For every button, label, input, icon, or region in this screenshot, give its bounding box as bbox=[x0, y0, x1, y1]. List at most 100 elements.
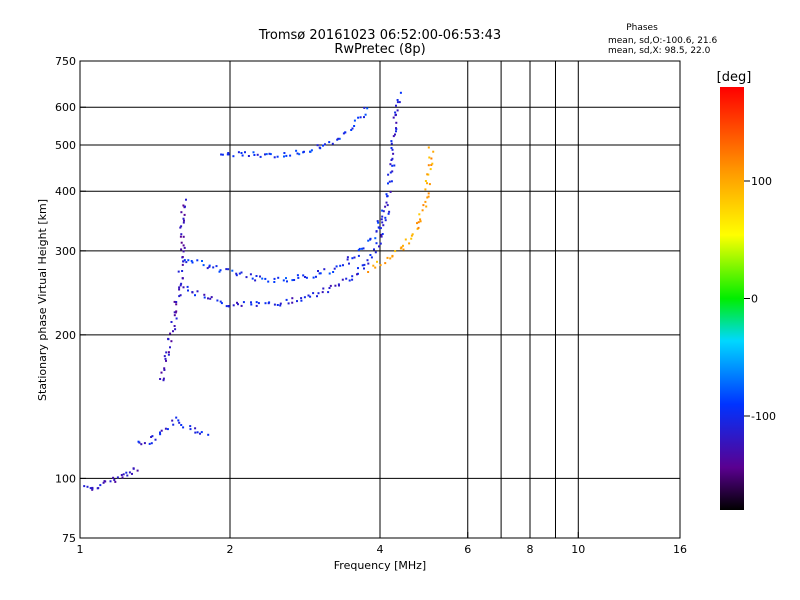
data-point bbox=[183, 246, 186, 249]
data-point bbox=[220, 153, 223, 156]
data-point bbox=[316, 295, 318, 298]
data-point bbox=[390, 180, 393, 183]
data-point bbox=[356, 273, 358, 276]
data-point bbox=[179, 235, 182, 238]
data-point bbox=[91, 486, 94, 489]
data-point bbox=[378, 227, 381, 230]
data-point bbox=[418, 213, 421, 216]
data-point bbox=[264, 277, 267, 280]
data-point bbox=[252, 151, 255, 154]
data-point bbox=[219, 300, 222, 303]
data-point bbox=[400, 246, 403, 249]
data-point bbox=[300, 299, 303, 302]
data-point bbox=[120, 474, 123, 476]
colorbar-tick-label: 100 bbox=[751, 175, 772, 188]
data-point bbox=[116, 476, 119, 479]
data-point bbox=[392, 152, 395, 155]
data-point bbox=[369, 237, 372, 240]
data-point bbox=[310, 149, 313, 152]
data-point bbox=[174, 328, 177, 331]
data-point bbox=[114, 480, 117, 483]
data-point bbox=[319, 272, 322, 275]
data-point bbox=[227, 305, 230, 308]
data-point bbox=[240, 304, 243, 307]
data-point bbox=[427, 173, 430, 176]
data-point bbox=[185, 261, 188, 264]
y-axis: 75 100 200 300 400 500 600 750 bbox=[55, 55, 86, 545]
data-point bbox=[427, 164, 430, 167]
legend-line-x: mean, sd,X: 98.5, 22.0 bbox=[608, 46, 711, 56]
data-point bbox=[357, 116, 360, 119]
data-point bbox=[207, 297, 209, 300]
data-point bbox=[295, 149, 298, 152]
data-point bbox=[261, 277, 264, 280]
data-point bbox=[132, 467, 135, 470]
data-point bbox=[171, 419, 174, 422]
data-point bbox=[321, 291, 324, 294]
data-point bbox=[363, 116, 365, 119]
data-point bbox=[210, 296, 213, 299]
data-point bbox=[381, 215, 384, 218]
data-point bbox=[255, 275, 258, 277]
data-point bbox=[182, 260, 185, 263]
data-point bbox=[367, 262, 370, 265]
data-point bbox=[238, 272, 241, 275]
data-point bbox=[366, 259, 369, 262]
data-point bbox=[257, 302, 260, 305]
data-point bbox=[342, 264, 344, 267]
data-point bbox=[109, 480, 112, 483]
data-point bbox=[398, 101, 401, 104]
data-point bbox=[283, 152, 286, 154]
data-point bbox=[170, 340, 173, 343]
data-point bbox=[164, 357, 167, 360]
data-point bbox=[256, 153, 259, 156]
data-point bbox=[182, 204, 185, 207]
data-point bbox=[180, 248, 183, 251]
data-point bbox=[264, 153, 266, 156]
data-point bbox=[182, 244, 185, 247]
data-point bbox=[237, 151, 240, 154]
data-point bbox=[174, 311, 177, 314]
data-point bbox=[381, 221, 384, 224]
data-point bbox=[181, 277, 184, 280]
data-point bbox=[191, 261, 194, 264]
data-point bbox=[389, 190, 392, 193]
data-point bbox=[182, 250, 185, 253]
data-point bbox=[379, 227, 382, 230]
data-point bbox=[165, 359, 167, 362]
data-point bbox=[426, 182, 428, 185]
data-point bbox=[167, 338, 170, 341]
data-point bbox=[322, 287, 325, 290]
data-point bbox=[182, 217, 185, 220]
data-point bbox=[273, 156, 276, 159]
data-point bbox=[391, 157, 394, 160]
data-point bbox=[173, 311, 176, 314]
data-point bbox=[395, 104, 397, 107]
data-point bbox=[277, 276, 280, 279]
data-point bbox=[324, 143, 326, 146]
data-point bbox=[430, 164, 433, 166]
legend-line-o: mean, sd,O:-100.6, 21.6 bbox=[608, 36, 718, 46]
data-point bbox=[348, 279, 351, 282]
y-axis-label: Stationary phase Virtual Height [km] bbox=[36, 199, 49, 401]
data-point bbox=[331, 142, 334, 145]
data-point bbox=[402, 244, 404, 247]
y-tick-label: 100 bbox=[55, 472, 76, 485]
data-point bbox=[302, 274, 305, 277]
data-point bbox=[165, 351, 168, 354]
data-point bbox=[427, 195, 430, 198]
data-point bbox=[338, 137, 341, 140]
data-point bbox=[351, 257, 354, 260]
data-point bbox=[175, 317, 178, 320]
data-point bbox=[175, 416, 178, 419]
data-point bbox=[276, 155, 279, 158]
data-point bbox=[162, 379, 165, 382]
data-point bbox=[182, 286, 185, 289]
data-point bbox=[416, 222, 418, 225]
data-point bbox=[173, 300, 176, 303]
data-point bbox=[113, 479, 116, 481]
data-point bbox=[379, 242, 382, 245]
data-point bbox=[291, 279, 294, 282]
data-point bbox=[395, 127, 397, 130]
